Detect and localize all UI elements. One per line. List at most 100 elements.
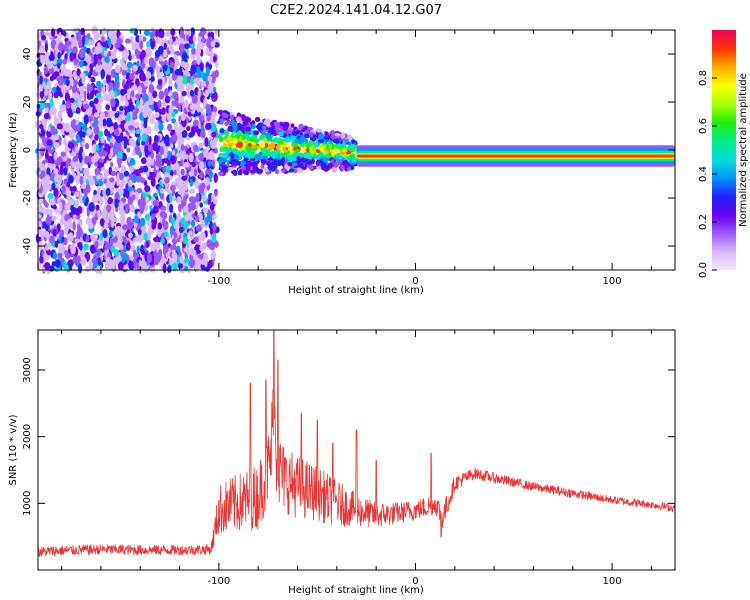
spectrogram-cell (342, 153, 348, 159)
spectrogram-cell (148, 83, 155, 94)
spectrogram-cell (291, 130, 298, 136)
spectrogram-cell (259, 143, 266, 148)
spectrogram-cell (128, 139, 134, 146)
spectrogram-cell (39, 195, 43, 206)
spectrogram-cell (214, 147, 218, 154)
spectrogram-cell (119, 201, 124, 211)
spectrogram-cell (162, 217, 166, 228)
spectrogram-cell (91, 38, 95, 47)
spectrogram-cell (76, 135, 81, 144)
spectrogram-cell (101, 36, 105, 42)
spectrogram-cell (113, 128, 120, 137)
spectrogram-cell (88, 260, 93, 270)
spectrogram-cell (123, 84, 128, 92)
spectrogram-cell (162, 50, 168, 58)
spectrogram-cell (53, 134, 60, 141)
spectrogram-cell (129, 164, 134, 173)
spectrogram-cell (67, 232, 74, 242)
spectrogram-cell (194, 210, 198, 216)
spectrogram-cell (142, 93, 146, 101)
spectrogram-cell (144, 49, 150, 59)
spectrogram-cell (252, 166, 259, 172)
spectrogram-cell (191, 94, 198, 104)
spectrogram-cell (96, 248, 101, 258)
spectrogram-cell (205, 108, 210, 115)
spectrogram-cell (212, 197, 218, 205)
spectrogram-cell (317, 139, 325, 143)
snr-panel: -100 0 100 1000 2000 3000 Height of straight … (8, 329, 676, 596)
spectrogram-cell (287, 162, 293, 167)
spectrogram-cell (184, 214, 190, 222)
spectrogram-cell (62, 58, 68, 65)
spectrogram-cell (227, 166, 234, 172)
snr-x-label: Height of straight line (km) (288, 585, 424, 596)
spectrogram-cell (171, 253, 178, 259)
spectrogram-cell (155, 153, 161, 163)
spectrogram-cell (93, 97, 99, 104)
spectrogram-cell (118, 208, 125, 216)
spectrogram-cell (65, 79, 70, 87)
snr-y-tick-label: 1000 (22, 491, 33, 516)
spectrogram-cell (210, 40, 216, 48)
spectrogram-cell (178, 150, 184, 160)
spectrogram-cell (183, 145, 188, 151)
spectrogram-cell (266, 122, 271, 127)
spectrogram-cell (69, 52, 74, 63)
spectrogram-cell (232, 125, 238, 132)
spectrogram-cell (198, 183, 205, 194)
spectrogram-cell (93, 112, 100, 118)
spectrogram-cell (281, 169, 286, 174)
spectrogram-cell (52, 251, 58, 260)
spectrogram-cell (170, 28, 176, 37)
spectrogram-cell (205, 122, 212, 130)
spectrogram-cell (165, 165, 171, 174)
spectrogram-cell (178, 226, 184, 234)
spectrogram-cell (136, 245, 140, 254)
snr-x-tick-label: 100 (603, 576, 622, 587)
spectrogram-cell (169, 184, 176, 191)
spectrogram-cell (168, 257, 174, 266)
spectrogram-cell (44, 42, 49, 53)
spectrogram-cell (117, 158, 122, 169)
spectrogram-cell (183, 99, 189, 108)
spectrogram-cell (192, 119, 199, 128)
spectrogram-cell (158, 108, 163, 116)
spectrogram-cell (59, 165, 64, 176)
spectrogram-cell (102, 150, 108, 157)
spectrogram-cell (141, 133, 147, 142)
spectrogram-cell (234, 133, 241, 139)
spectrogram-cell (139, 97, 144, 106)
spectrogram-cell (47, 126, 51, 132)
spectrogram-cell (210, 250, 216, 260)
spectrogram-cell (96, 265, 101, 271)
spectrogram-cell (241, 116, 247, 122)
spectrogram-cell (83, 114, 89, 125)
spectrogram-cell (176, 196, 182, 204)
spectrogram-cell (37, 206, 43, 213)
spectrogram-cell (156, 71, 163, 80)
spectrogram-cell (118, 114, 125, 121)
spectrogram-cell (162, 244, 169, 254)
spectrogram-cell (77, 205, 83, 215)
spectrogram-cell (140, 145, 145, 151)
spectrogram-cell (160, 237, 166, 245)
spectrogram-cell (176, 212, 181, 223)
spectrogram-cell (44, 202, 49, 208)
spectrogram-cell (85, 47, 91, 55)
spectrogram-cell (103, 50, 108, 57)
spectrogram-cell (102, 229, 108, 239)
spectrogram-cell (135, 129, 141, 135)
spectrogram-cell (209, 50, 215, 57)
spectrogram-cell (109, 177, 115, 183)
spectrogram-cell (264, 142, 269, 148)
spectrogram-cell (48, 54, 55, 62)
spectrogram-cell (340, 132, 346, 139)
colorbar-tick-label: 0.0 (698, 262, 709, 278)
spectrogram-cell (71, 84, 77, 94)
spectrogram-cell (219, 118, 225, 124)
spectrogram-cell (90, 233, 97, 242)
spectrogram-cell (156, 171, 160, 180)
spectrogram-cell (209, 122, 217, 132)
spectrogram-cell (243, 157, 249, 163)
spectrogram-cell (87, 84, 94, 92)
